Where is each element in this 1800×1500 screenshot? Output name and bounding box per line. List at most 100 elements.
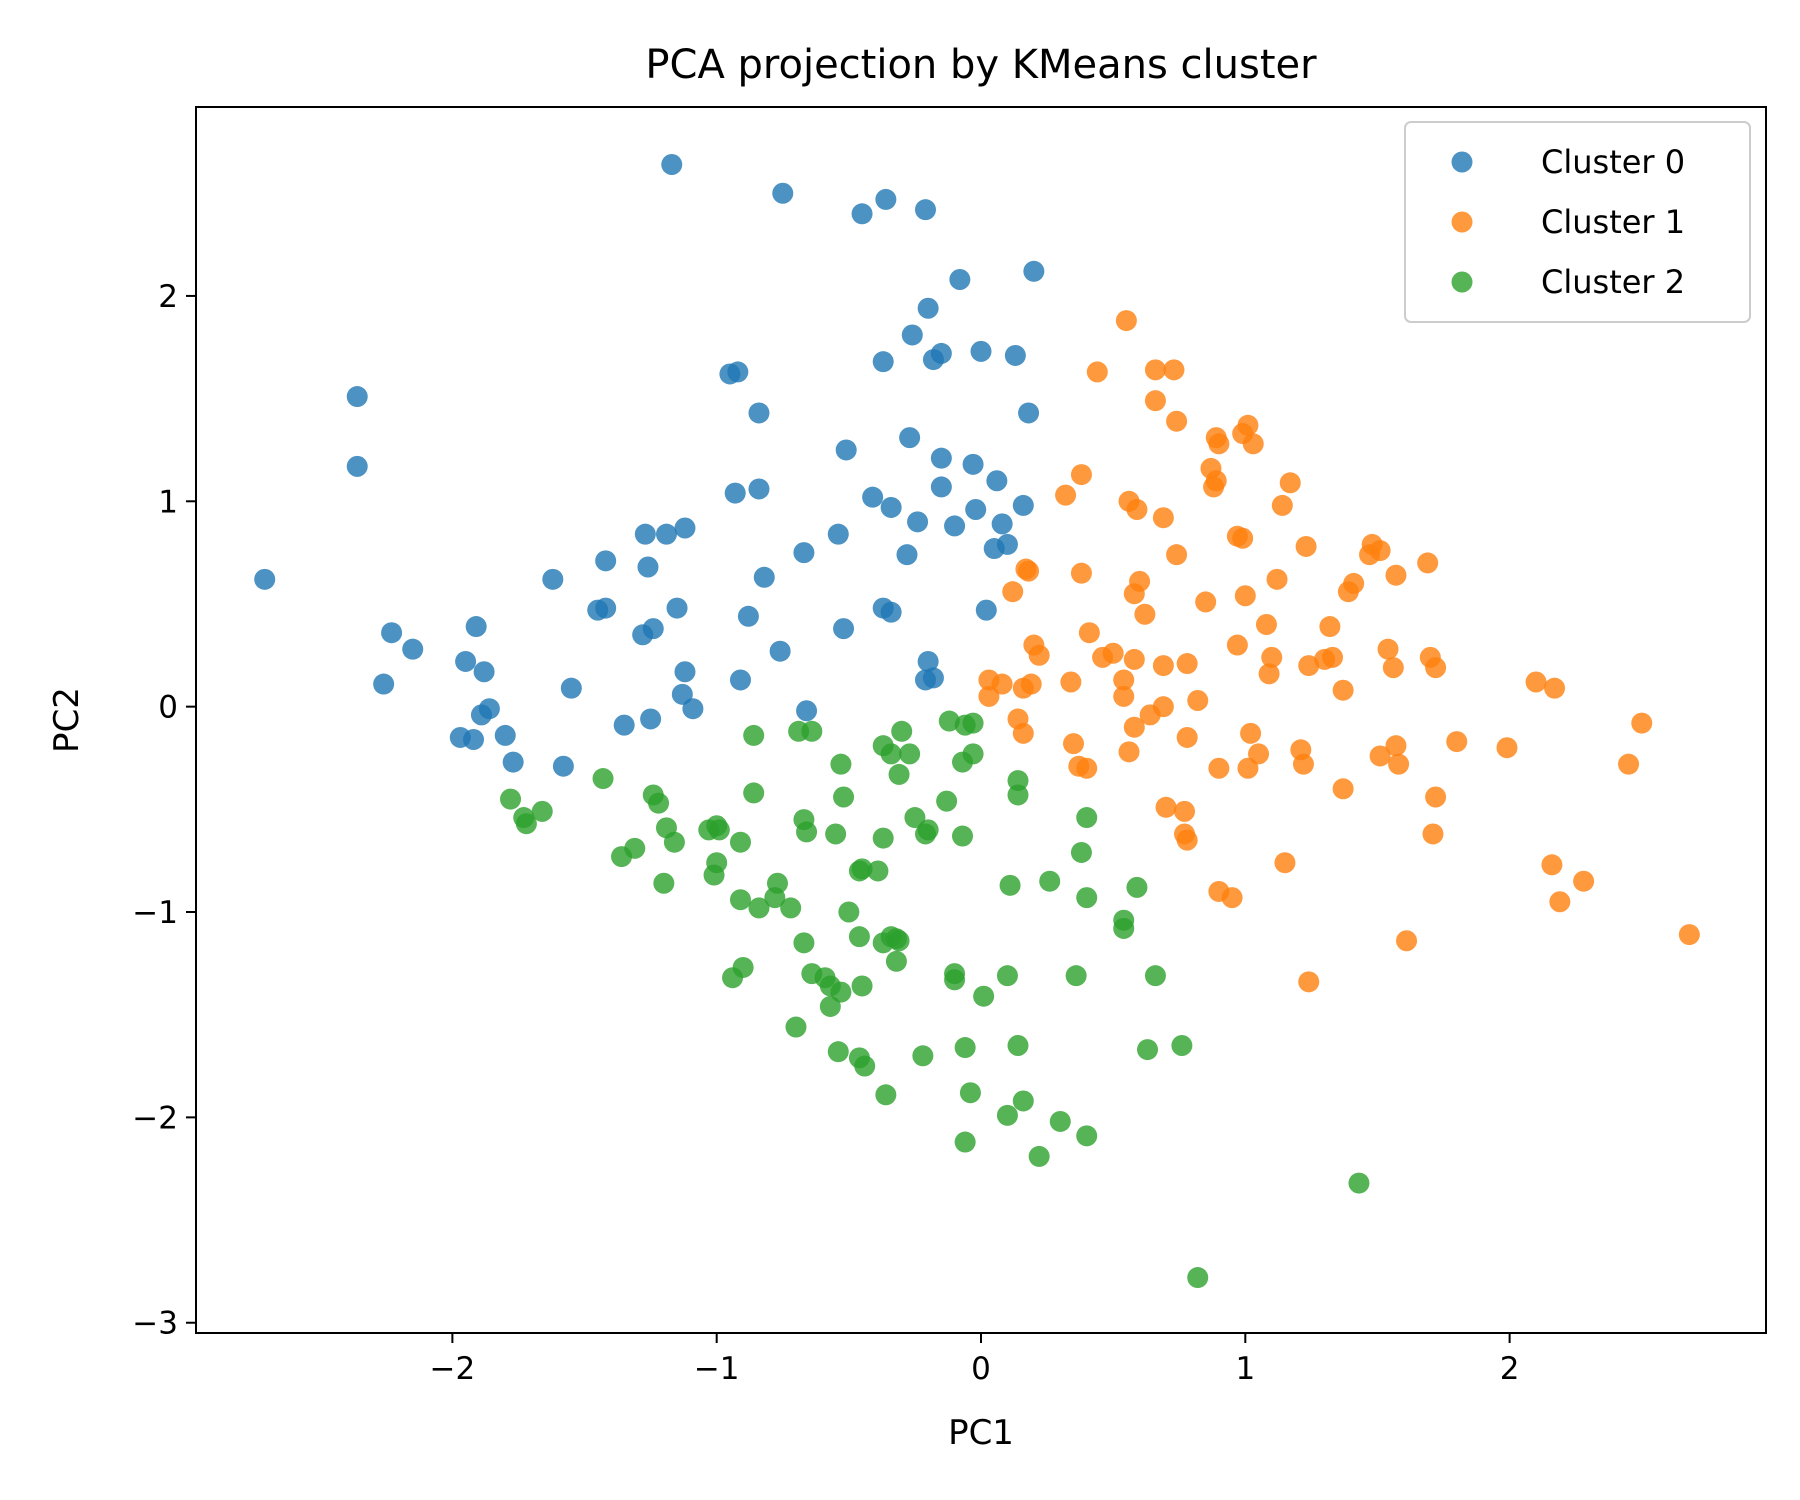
cluster-1-point: [1319, 616, 1341, 638]
cluster-0-point: [880, 496, 902, 518]
cluster-0-point: [373, 673, 395, 695]
cluster-2-point: [827, 1041, 849, 1063]
cluster-2-point: [891, 720, 913, 742]
cluster-2-point: [904, 807, 926, 829]
cluster-0-point: [862, 486, 884, 508]
cluster-0-point: [899, 427, 921, 449]
legend-marker: [1451, 211, 1473, 233]
cluster-1-point: [1541, 854, 1563, 876]
cluster-2-point: [851, 975, 873, 997]
cluster-1-point: [1422, 823, 1444, 845]
cluster-1-point: [1298, 971, 1320, 993]
y-tick-label: −3: [132, 1306, 178, 1342]
cluster-2-point: [888, 763, 910, 785]
cluster-1-point: [1195, 591, 1217, 613]
cluster-1-point: [1258, 663, 1280, 685]
cluster-1-point: [1144, 390, 1166, 412]
legend-box: [1404, 121, 1751, 323]
cluster-0-point: [991, 513, 1013, 535]
cluster-1-point: [1070, 562, 1092, 584]
cluster-1-point: [1002, 581, 1024, 603]
cluster-0-point: [930, 447, 952, 469]
cluster-2-point: [1187, 1267, 1209, 1289]
cluster-1-point: [1271, 494, 1293, 516]
cluster-0-point: [595, 597, 617, 619]
cluster-1-point: [1618, 753, 1640, 775]
cluster-2-point: [1012, 1090, 1034, 1112]
cluster-0-point: [346, 386, 368, 408]
cluster-0-point: [613, 714, 635, 736]
cluster-1-point: [1176, 653, 1198, 675]
cluster-0-point: [640, 708, 662, 730]
cluster-1-point: [1060, 671, 1082, 693]
cluster-2-point: [973, 985, 995, 1007]
cluster-0-point: [402, 638, 424, 660]
cluster-1-point: [1152, 655, 1174, 677]
cluster-2-point: [1049, 1110, 1071, 1132]
x-tick-label: 1: [1235, 1351, 1255, 1387]
cluster-0-point: [962, 453, 984, 475]
cluster-1-point: [1123, 648, 1145, 670]
cluster-2-point: [959, 1082, 981, 1104]
cluster-1-point: [1279, 472, 1301, 494]
cluster-1-point: [1417, 552, 1439, 574]
cluster-2-point: [515, 813, 537, 835]
cluster-1-point: [1425, 786, 1447, 808]
legend: Cluster 0 Cluster 1 Cluster 2: [1404, 121, 1751, 323]
cluster-2-point: [1126, 876, 1148, 898]
cluster-0-point: [753, 566, 775, 588]
cluster-2-point: [1028, 1145, 1050, 1167]
cluster-0-point: [502, 751, 524, 773]
cluster-1-point: [1028, 644, 1050, 666]
legend-marker: [1451, 271, 1473, 293]
cluster-0-point: [996, 533, 1018, 555]
cluster-2-point: [648, 792, 670, 814]
cluster-0-point: [595, 550, 617, 572]
cluster-1-point: [1388, 753, 1410, 775]
cluster-2-point: [1007, 1034, 1029, 1056]
cluster-2-point: [1076, 1125, 1098, 1147]
cluster-2-point: [592, 768, 614, 790]
cluster-1-point: [1126, 499, 1148, 521]
cluster-0-point: [655, 523, 677, 545]
cluster-1-point: [1266, 568, 1288, 590]
cluster-2-point: [944, 969, 966, 991]
cluster-2-point: [1039, 870, 1061, 892]
cluster-0-point: [907, 511, 929, 533]
cluster-2-point: [830, 981, 852, 1003]
cluster-2-point: [954, 1037, 976, 1059]
cluster-1-point: [1226, 634, 1248, 656]
cluster-1-point: [1113, 685, 1135, 707]
y-tick-label: −1: [132, 895, 178, 931]
cluster-1-point: [1086, 361, 1108, 383]
cluster-1-point: [1163, 359, 1185, 381]
cluster-0-point: [560, 677, 582, 699]
cluster-1-point: [1573, 870, 1595, 892]
cluster-0-point: [917, 650, 939, 672]
cluster-1-point: [1232, 527, 1254, 549]
cluster-0-point: [748, 402, 770, 424]
cluster-0-point: [642, 618, 664, 640]
cluster-1-point: [1115, 310, 1137, 332]
cluster-1-point: [1544, 677, 1566, 699]
cluster-1-point: [1292, 753, 1314, 775]
cluster-1-point: [1425, 657, 1447, 679]
cluster-0-point: [880, 601, 902, 623]
cluster-1-point: [1369, 540, 1391, 562]
cluster-0-point: [875, 188, 897, 210]
x-tick-label: −2: [430, 1351, 476, 1387]
cluster-1-point: [1496, 737, 1518, 759]
cluster-0-point: [835, 439, 857, 461]
cluster-2-point: [1076, 807, 1098, 829]
cluster-2-point: [996, 1104, 1018, 1126]
cluster-1-point: [1343, 572, 1365, 594]
legend-label: Cluster 0: [1541, 143, 1685, 181]
cluster-2-point: [1348, 1172, 1370, 1194]
cluster-2-point: [796, 821, 818, 843]
cluster-2-point: [914, 823, 936, 845]
cluster-1-point: [1018, 560, 1040, 582]
cluster-2-point: [729, 831, 751, 853]
cluster-0-point: [478, 698, 500, 720]
cluster-2-point: [848, 926, 870, 948]
cluster-0-point: [827, 523, 849, 545]
